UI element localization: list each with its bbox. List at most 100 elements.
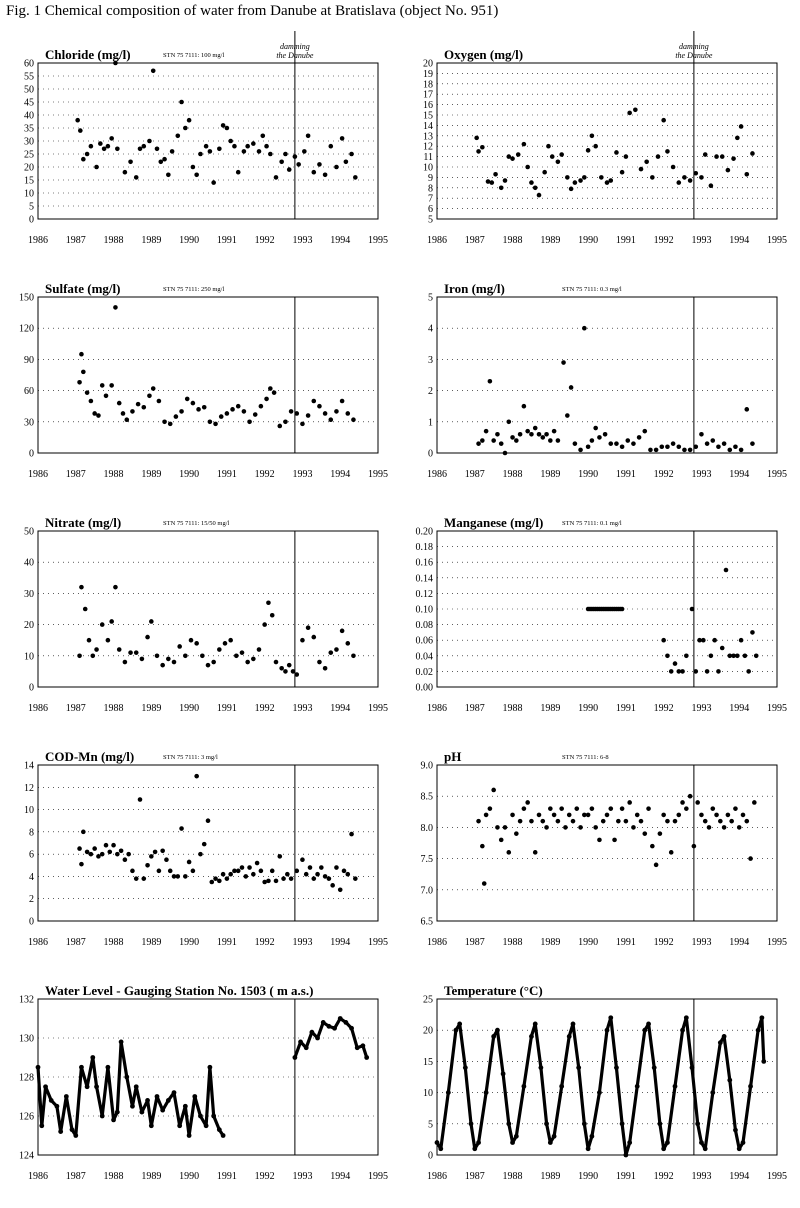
data-point [689, 1065, 695, 1071]
data-point [738, 637, 744, 643]
data-point [549, 154, 555, 159]
data-point [54, 1103, 60, 1109]
data-point [339, 628, 345, 634]
data-point [145, 862, 150, 868]
chart-panel: Water Level - Gauging Station No. 1503 (… [19, 983, 388, 1182]
data-point [593, 825, 598, 830]
data-point [589, 1133, 595, 1139]
data-point [130, 409, 135, 414]
x-tick-label: 1993 [691, 469, 711, 480]
standard-note: STN 75 7111: 0.1 mg/l [562, 520, 622, 527]
data-point [283, 669, 288, 674]
data-point [642, 1027, 648, 1033]
data-point [122, 659, 128, 665]
data-point [532, 185, 538, 191]
x-tick-label: 1989 [540, 469, 560, 480]
x-tick-label: 1989 [540, 1171, 560, 1182]
data-point [82, 606, 88, 612]
data-point [213, 876, 218, 881]
data-point [719, 154, 725, 159]
data-point [668, 669, 674, 674]
data-point [320, 1020, 326, 1025]
data-point [63, 1094, 69, 1099]
data-point [130, 868, 135, 874]
data-point [498, 441, 504, 446]
data-point [164, 857, 169, 863]
data-point [648, 447, 653, 453]
data-point [334, 409, 339, 414]
data-point [330, 883, 335, 888]
data-point [283, 151, 288, 157]
data-point [141, 404, 147, 410]
data-point [676, 444, 682, 450]
data-point [627, 800, 632, 805]
data-point [593, 143, 598, 149]
x-tick-label: 1990 [179, 235, 199, 246]
data-point [576, 1065, 582, 1071]
data-point [107, 849, 113, 855]
x-tick-label: 1987 [465, 469, 485, 480]
data-point [266, 600, 271, 606]
data-point [457, 1021, 463, 1027]
y-tick-label: 8.5 [421, 792, 434, 803]
y-tick-label: 2 [29, 894, 34, 905]
x-tick-label: 1993 [292, 469, 312, 480]
data-point [173, 414, 179, 419]
data-point [256, 149, 262, 154]
data-point [147, 138, 152, 144]
chart-panel: Sulfate (mg/l) STN 75 7111: 250 mg/l 0 30 60… [19, 281, 388, 480]
data-point [578, 825, 583, 830]
data-point [655, 154, 661, 159]
x-tick-label: 1993 [691, 235, 711, 246]
data-point [510, 435, 515, 440]
x-tick-label: 1986 [427, 469, 447, 480]
data-point [319, 865, 324, 870]
data-point [665, 444, 670, 450]
y-tick-label: 0.14 [416, 573, 434, 584]
data-point [79, 584, 84, 590]
y-tick-label: 25 [423, 995, 433, 1006]
data-point [699, 431, 704, 437]
x-tick-label: 1992 [255, 703, 275, 714]
data-point [634, 1083, 640, 1089]
data-point [160, 662, 165, 668]
data-point [156, 868, 162, 874]
data-point [684, 806, 689, 811]
x-tick-label: 1991 [217, 469, 237, 480]
data-point [205, 662, 211, 668]
data-point [493, 171, 498, 177]
x-tick-label: 1986 [427, 1171, 447, 1182]
data-point [731, 156, 736, 161]
data-point [86, 637, 92, 643]
data-point [241, 149, 247, 154]
data-point [708, 183, 714, 189]
y-tick-label: 6 [428, 204, 433, 215]
data-point [192, 1094, 198, 1099]
data-point [322, 172, 328, 178]
data-point [154, 1094, 160, 1099]
y-tick-label: 11 [423, 152, 433, 163]
data-point [268, 386, 273, 391]
data-point [294, 672, 300, 677]
x-tick-label: 1991 [616, 469, 636, 480]
x-tick-label: 1995 [368, 235, 388, 246]
data-point [81, 829, 86, 835]
data-point [502, 825, 508, 830]
data-point [94, 647, 99, 652]
standard-note: STN 75 7111: 15/50 mg/l [163, 520, 230, 527]
x-tick-label: 1986 [427, 703, 447, 714]
data-point [317, 403, 322, 409]
y-tick-label: 17 [423, 90, 433, 101]
data-point [682, 447, 687, 453]
data-point [77, 379, 82, 385]
data-point [614, 150, 619, 155]
data-point [349, 151, 354, 157]
data-point [133, 1084, 139, 1090]
data-point [566, 1034, 572, 1039]
data-point [311, 876, 317, 881]
data-point [604, 180, 610, 185]
data-point [638, 166, 644, 172]
data-point [568, 186, 574, 192]
data-point [133, 175, 139, 180]
